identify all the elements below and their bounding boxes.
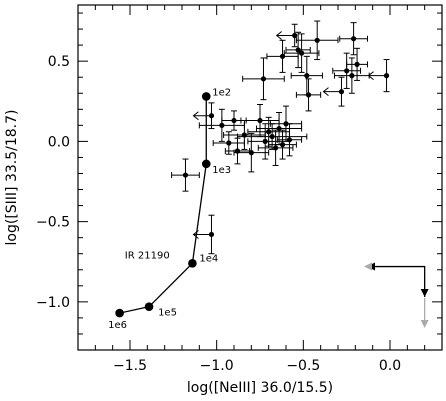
galaxy-point xyxy=(198,108,245,142)
galaxy-marker xyxy=(349,73,355,79)
galaxy-marker xyxy=(208,231,215,238)
galaxy-marker xyxy=(219,122,225,128)
galaxy-point xyxy=(268,129,297,160)
arrow-key-black-path xyxy=(375,265,426,297)
annotation-ir-21190: IR 21190 xyxy=(125,251,170,262)
galaxy-marker xyxy=(182,172,189,178)
y-tick-label: 0.0 xyxy=(48,134,70,150)
upper-limit-arrowhead xyxy=(275,31,282,40)
model-track-point xyxy=(144,302,154,311)
galaxy-point xyxy=(283,33,320,73)
arrow-key-layer xyxy=(364,262,429,328)
galaxy-point xyxy=(275,23,298,48)
model-track-label: 1e6 xyxy=(108,320,127,331)
galaxy-point xyxy=(334,57,370,94)
galaxy-point xyxy=(322,76,345,107)
x-tick-label: −1.0 xyxy=(200,358,234,374)
y-tick-label: −0.5 xyxy=(36,215,70,231)
model-track-layer: 1e6 1e5 1e4 1e3 1e2 xyxy=(108,87,231,331)
galaxy-marker xyxy=(354,61,360,67)
galaxy-marker xyxy=(262,138,268,144)
model-track-point xyxy=(201,159,211,169)
model-track-point xyxy=(201,92,211,101)
upper-limit-arrowhead xyxy=(192,111,199,121)
galaxy-marker xyxy=(269,133,275,140)
arrow-key-grey-down-head xyxy=(420,320,429,328)
galaxy-point xyxy=(339,22,368,56)
galaxy-point xyxy=(276,123,303,157)
y-tick-label: −1.0 xyxy=(36,295,70,311)
galaxy-marker xyxy=(338,89,345,95)
galaxy-marker xyxy=(305,92,312,98)
galaxy-point xyxy=(367,59,390,93)
model-track-label: 1e5 xyxy=(158,308,177,319)
galaxy-point xyxy=(346,47,368,81)
galaxy-marker xyxy=(344,68,350,74)
galaxy-marker xyxy=(257,117,263,124)
galaxy-point xyxy=(295,20,339,61)
galaxy-point xyxy=(332,52,362,89)
galaxy-point xyxy=(236,123,308,150)
model-track-point xyxy=(188,259,197,268)
galaxy-points-layer xyxy=(171,20,390,255)
galaxy-marker xyxy=(351,36,357,42)
galaxy-marker xyxy=(226,140,232,146)
model-track-label: 1e2 xyxy=(212,87,231,98)
plot-frame xyxy=(77,4,443,351)
galaxy-marker xyxy=(248,150,254,156)
galaxy-marker xyxy=(299,50,305,56)
y-axis-label: log([SIII] 33.5/18.7) xyxy=(4,110,20,246)
galaxy-point xyxy=(192,102,215,130)
galaxy-point xyxy=(257,129,294,166)
galaxy-marker xyxy=(231,117,237,124)
galaxy-marker xyxy=(314,37,320,43)
arrow-key-black-down-head xyxy=(420,289,429,297)
galaxy-point xyxy=(242,57,285,101)
model-track-line xyxy=(119,96,207,314)
x-tick-label: 0.0 xyxy=(379,358,401,374)
upper-limit-arrowhead xyxy=(367,71,374,80)
model-track-label: 1e4 xyxy=(199,253,218,264)
galaxy-point xyxy=(290,55,323,96)
y-tick-label: 0.5 xyxy=(48,54,70,70)
upper-limit-arrowhead xyxy=(322,87,329,97)
x-tick-label: −1.5 xyxy=(113,358,147,374)
galaxy-point xyxy=(171,158,200,192)
arrow-key-grey-left-head xyxy=(364,262,372,271)
model-track-label: 1e3 xyxy=(212,165,231,176)
galaxy-marker xyxy=(295,47,301,53)
model-track-point xyxy=(115,308,124,318)
galaxy-marker xyxy=(260,76,267,82)
galaxy-marker xyxy=(292,32,298,39)
galaxy-point xyxy=(285,31,311,69)
galaxy-marker xyxy=(304,73,310,79)
galaxy-point xyxy=(295,78,322,112)
axis-ticks-layer: −1.5 −1.0 −0.5 0.0 0.5 0.0 −0.5 −1.0 xyxy=(36,5,443,374)
galaxy-marker xyxy=(286,137,293,143)
galaxy-marker xyxy=(266,129,272,135)
galaxy-marker xyxy=(279,142,286,148)
galaxy-point xyxy=(233,132,270,173)
galaxy-marker xyxy=(273,145,279,151)
galaxy-point xyxy=(266,39,299,73)
x-tick-label: −0.5 xyxy=(286,358,320,374)
galaxy-marker xyxy=(283,121,289,127)
x-axis-label: log([NeIII] 36.0/15.5) xyxy=(187,380,333,396)
galaxy-marker xyxy=(208,113,215,119)
galaxy-marker xyxy=(383,73,390,79)
